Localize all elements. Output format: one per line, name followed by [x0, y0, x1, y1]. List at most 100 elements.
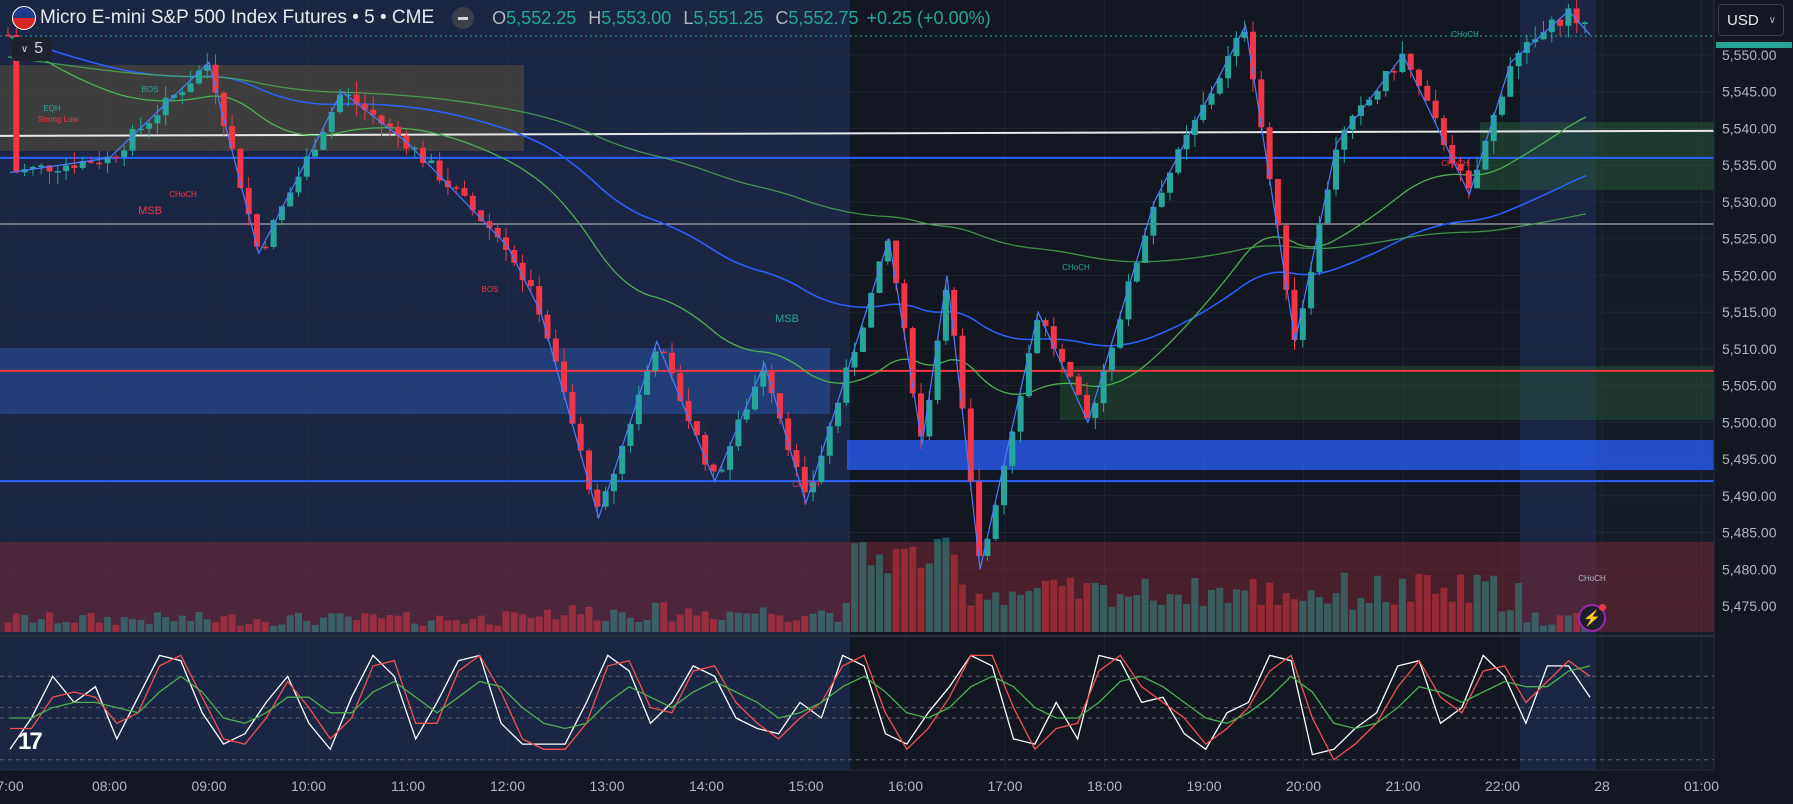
- high-value: 5,553.00: [601, 7, 672, 28]
- volume-bar: [444, 620, 452, 632]
- candle-body: [818, 455, 825, 483]
- minus-icon[interactable]: [452, 7, 475, 29]
- structure-label: BOS: [482, 285, 499, 294]
- volume-bar: [178, 615, 186, 632]
- candle-body: [195, 70, 202, 84]
- volume-bar: [1374, 575, 1381, 632]
- volume-bar: [303, 620, 311, 632]
- volume-bar: [436, 615, 444, 632]
- candle-body: [610, 473, 617, 492]
- candle-body: [835, 402, 841, 427]
- volume-bar: [751, 613, 759, 632]
- candle-body: [959, 335, 966, 409]
- time-axis[interactable]: [0, 770, 1793, 804]
- volume-bar: [1033, 587, 1041, 632]
- volume-bar: [1390, 604, 1398, 632]
- candle-body: [54, 171, 61, 173]
- candle-body: [1183, 134, 1190, 150]
- candle-body: [453, 187, 460, 189]
- candle-body: [1341, 129, 1348, 150]
- volume-bar: [900, 548, 908, 632]
- candle-body: [112, 156, 119, 159]
- symbol-title[interactable]: Micro E-mini S&P 500 Index Futures • 5 •…: [40, 7, 435, 28]
- structure-label: CHoCH: [1441, 159, 1469, 168]
- close-label: C: [775, 7, 789, 28]
- candle-body: [1565, 8, 1572, 26]
- price-axis[interactable]: [1714, 0, 1793, 770]
- tradingview-logo-icon[interactable]: 17: [18, 728, 43, 755]
- volume-bar: [784, 621, 792, 632]
- candle-body: [826, 426, 833, 456]
- candle-body: [1540, 32, 1547, 40]
- volume-bar: [1340, 572, 1348, 632]
- volume-bar: [867, 565, 875, 632]
- volume-bar: [992, 592, 1000, 632]
- volume-bar: [618, 612, 626, 632]
- candle-body: [1432, 100, 1439, 119]
- structure-label: MSB: [775, 313, 799, 325]
- price-axis-labels: 5,475.00 5,480.00 5,485.00 5,490.00 5,495.00…: [1722, 47, 1777, 614]
- structure-label: MSB: [138, 205, 162, 217]
- volume-bar: [228, 614, 236, 632]
- candle-body: [96, 162, 103, 165]
- volume-bar: [568, 605, 576, 632]
- candle-body: [162, 97, 169, 116]
- time-tick-label: 18:00: [1087, 778, 1122, 794]
- volume-bar: [253, 619, 261, 632]
- candle-body: [154, 115, 161, 124]
- candle-body: [760, 370, 767, 387]
- time-tick-label: 19:00: [1186, 778, 1221, 794]
- candle-body: [1366, 99, 1373, 106]
- volume-bar: [1166, 594, 1174, 632]
- volume-bar: [353, 620, 361, 632]
- candle-body: [79, 161, 86, 168]
- volume-bar: [54, 623, 62, 632]
- volume-bar: [842, 603, 850, 632]
- volume-bar: [328, 613, 336, 632]
- volume-bar: [361, 613, 369, 632]
- structure-label: CHoCH: [1578, 574, 1606, 583]
- volume-bar: [469, 618, 477, 632]
- time-tick-label: 13:00: [589, 778, 624, 794]
- interval-toggle[interactable]: ∨ 5: [12, 37, 52, 61]
- volume-bar: [535, 616, 543, 632]
- candle-body: [1457, 163, 1464, 171]
- volume-bar: [145, 624, 153, 632]
- candle-body: [137, 128, 144, 131]
- candle-body: [320, 131, 327, 150]
- candle-body: [926, 400, 933, 437]
- candle-body: [71, 165, 78, 168]
- volume-bar: [734, 612, 742, 632]
- volume-bar: [593, 620, 601, 632]
- candle-body: [1009, 431, 1016, 466]
- candle-body: [793, 450, 800, 467]
- candle-body: [361, 103, 368, 110]
- candle-body: [1050, 326, 1057, 349]
- volume-bar: [278, 624, 286, 632]
- candle-body: [1225, 56, 1232, 79]
- volume-bar: [1108, 606, 1116, 632]
- candle-body: [337, 94, 343, 113]
- volume-bar: [1025, 591, 1033, 632]
- volume-bar: [801, 615, 809, 632]
- volume-bar: [427, 620, 435, 632]
- horizontal-levels: [0, 35, 1715, 483]
- candle-body: [1001, 465, 1007, 506]
- volume-bar: [286, 615, 294, 632]
- candle-body: [1241, 31, 1248, 38]
- volume-bar: [1149, 600, 1157, 632]
- last-price-marker: [1716, 42, 1792, 48]
- volume-bar: [1349, 609, 1357, 632]
- currency-select[interactable]: USD ∨: [1718, 4, 1784, 36]
- volume-bar: [1423, 575, 1431, 632]
- lightning-icon[interactable]: ⚡: [1578, 604, 1606, 632]
- candle-body: [519, 262, 526, 281]
- candle-body: [245, 187, 252, 215]
- candle-body: [627, 424, 634, 446]
- volume-bar: [129, 619, 136, 632]
- candle-body: [942, 289, 949, 341]
- structure-annotations: BOS EQH MSB CHoCH BOS CHoCH MSB CHoCH CHoCH CHoCH…: [38, 30, 1606, 583]
- candle-body: [486, 221, 493, 228]
- zigzag-path: [9, 10, 1591, 570]
